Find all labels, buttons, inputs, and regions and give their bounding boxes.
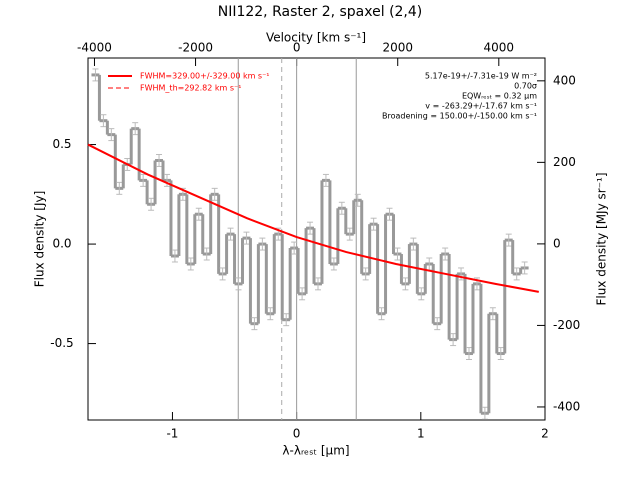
error-bar — [148, 197, 155, 211]
error-bar — [267, 307, 274, 321]
error-bar — [203, 247, 210, 261]
y-tick-label: 0.0 — [52, 237, 71, 251]
annotation: v = -263.29+/-17.67 km s⁻¹ — [425, 102, 537, 111]
error-bar — [354, 193, 361, 207]
error-bar — [187, 257, 194, 271]
y-axis-label: Flux density [Jy] — [33, 191, 47, 288]
error-bar — [442, 247, 449, 261]
annotation: 5.17e-19+/-7.31e-19 W m⁻² — [425, 72, 537, 81]
error-bar — [211, 187, 218, 201]
x2-tick-label: 4000 — [484, 41, 515, 55]
x-axis-label: λ-λᵣₑₛₜ [μm] — [282, 444, 349, 458]
chart-title: NII122, Raster 2, spaxel (2,4) — [218, 4, 423, 20]
error-bar — [307, 221, 314, 235]
error-bar — [386, 207, 393, 221]
error-bar — [346, 227, 353, 241]
x2-tick-label: -4000 — [77, 41, 112, 55]
error-bar — [362, 267, 369, 281]
error-bar — [259, 237, 266, 251]
error-bar — [322, 173, 329, 187]
error-bar — [418, 287, 425, 301]
error-bar — [378, 307, 385, 321]
error-bar — [481, 406, 488, 420]
error-bar — [497, 347, 504, 361]
error-bar — [402, 277, 409, 291]
error-bar — [140, 173, 147, 187]
legend-label: FWHM=329.00+/-329.00 km s⁻¹ — [140, 72, 270, 81]
error-bar — [489, 307, 496, 321]
error-bar — [394, 247, 401, 261]
error-bar — [330, 257, 337, 271]
error-bar — [251, 317, 258, 331]
legend-label: FWHM_th=292.82 km s⁻¹ — [140, 84, 241, 93]
error-bar — [227, 227, 234, 241]
error-bar — [163, 173, 170, 187]
x2-axis-label: Velocity [km s⁻¹] — [266, 31, 366, 45]
fit-line — [87, 143, 539, 293]
x2-tick-label: 0 — [293, 41, 301, 55]
error-bar — [108, 128, 115, 142]
error-bar — [410, 237, 417, 251]
error-bar — [156, 154, 163, 167]
error-bar — [283, 313, 290, 327]
y2-tick-label: 400 — [553, 73, 576, 87]
error-bar — [291, 241, 298, 255]
error-bar — [243, 231, 250, 245]
error-bar — [299, 287, 306, 301]
error-bar — [171, 249, 178, 263]
error-bar — [92, 68, 99, 82]
y2-tick-label: -400 — [553, 399, 580, 413]
y2-tick-label: -200 — [553, 318, 580, 332]
y-tick-label: 0.5 — [52, 137, 71, 151]
y2-tick-label: 200 — [553, 155, 576, 169]
x-tick-label: 2 — [541, 427, 549, 441]
x-tick-label: 1 — [417, 427, 425, 441]
error-bar — [505, 233, 512, 247]
error-bar — [116, 181, 123, 195]
error-bar — [434, 317, 441, 331]
error-bar — [195, 207, 202, 221]
error-bar — [132, 122, 139, 136]
annotation: Broadening = 150.00+/-150.00 km s⁻¹ — [382, 112, 537, 121]
error-bar — [370, 217, 377, 231]
y2-axis-label: Flux density [MJy sr⁻¹] — [595, 172, 609, 305]
error-bar — [219, 267, 226, 281]
x-tick-label: 0 — [293, 427, 301, 441]
error-bar — [314, 277, 321, 291]
x2-tick-label: 2000 — [382, 41, 413, 55]
error-bar — [450, 333, 457, 347]
error-bar — [235, 277, 242, 291]
y-tick-label: -0.5 — [50, 336, 73, 350]
annotation: 0.70σ — [514, 82, 537, 91]
x-tick-label: -1 — [166, 427, 178, 441]
x2-tick-label: -2000 — [178, 41, 213, 55]
error-bar — [465, 347, 472, 361]
plot-frame — [87, 57, 546, 421]
error-bar — [100, 114, 107, 128]
error-bar — [338, 201, 345, 215]
error-bar — [513, 267, 520, 281]
y2-tick-label: 0 — [553, 236, 561, 250]
annotation: EQWᵣₑₛₜ = 0.32 μm — [462, 92, 537, 101]
error-bar — [521, 261, 528, 275]
